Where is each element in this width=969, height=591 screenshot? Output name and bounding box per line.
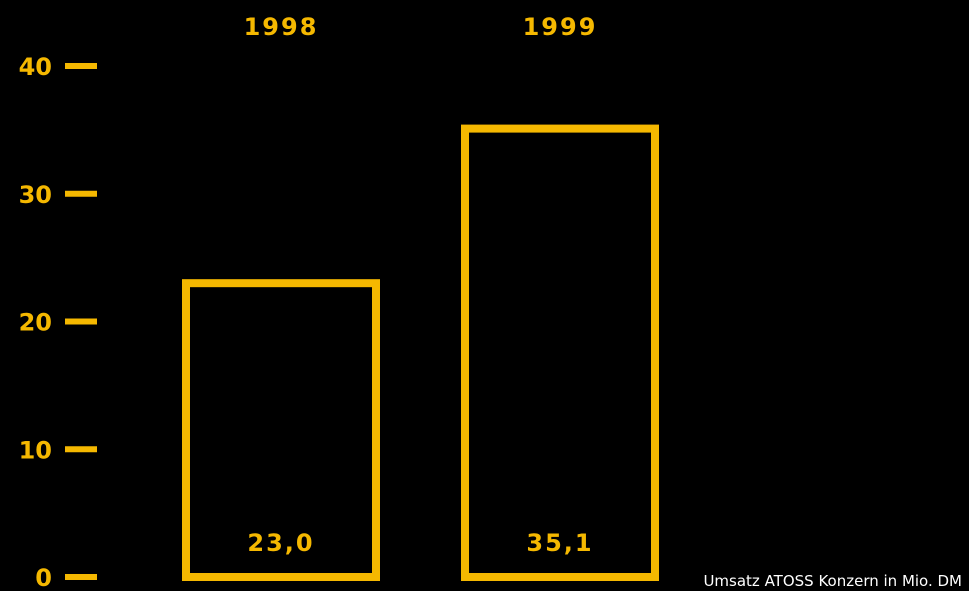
y-tick-label: 30 [19, 181, 52, 209]
y-tick-mark [65, 574, 97, 580]
bar-1998 [182, 279, 380, 581]
y-tick-mark [65, 446, 97, 453]
chart-caption: Umsatz ATOSS Konzern in Mio. DM [703, 572, 962, 590]
category-label: 1999 [523, 13, 598, 41]
y-tick-mark [65, 318, 97, 325]
y-tick-mark [65, 190, 97, 197]
y-tick-label: 10 [19, 436, 52, 464]
bars [182, 124, 659, 581]
y-tick-label: 20 [19, 309, 52, 337]
value-labels: 23,0 35,1 [247, 529, 593, 557]
y-tick-label: 0 [35, 564, 52, 591]
value-label: 23,0 [247, 529, 314, 557]
y-tick-mark [65, 63, 97, 69]
bar-1999 [461, 124, 659, 581]
y-axis: 0 10 20 30 40 [19, 53, 97, 591]
category-label: 1998 [244, 13, 319, 41]
value-label: 35,1 [526, 529, 593, 557]
category-labels: 1998 1999 [244, 13, 598, 41]
y-tick-label: 40 [19, 53, 52, 81]
